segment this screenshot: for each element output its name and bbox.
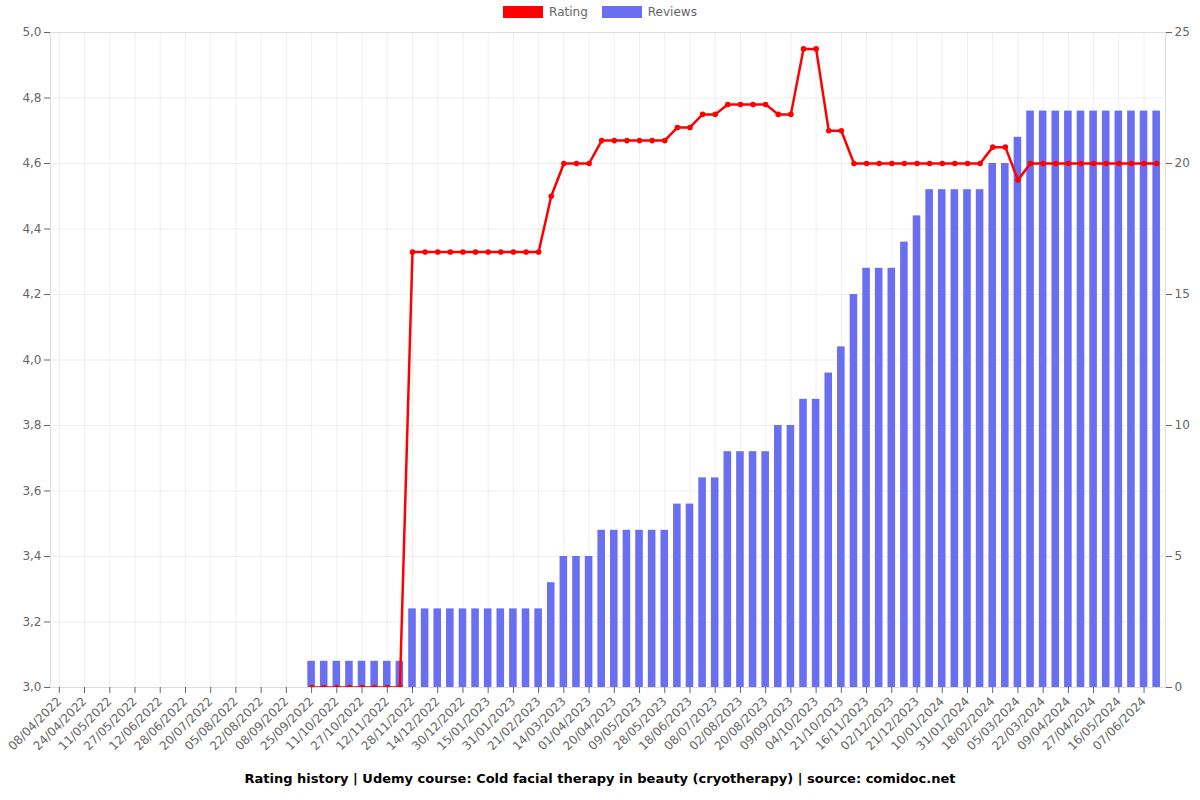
svg-text:08/04/2022: 08/04/2022 <box>5 694 65 754</box>
svg-text:30/12/2022: 30/12/2022 <box>409 694 468 754</box>
svg-text:04/10/2023: 04/10/2023 <box>762 694 821 754</box>
svg-text:21/10/2023: 21/10/2023 <box>787 694 847 754</box>
svg-text:15/01/2023: 15/01/2023 <box>434 694 493 754</box>
svg-text:4,8: 4,8 <box>22 91 41 105</box>
svg-text:11/10/2022: 11/10/2022 <box>282 694 342 754</box>
svg-text:0: 0 <box>1175 680 1183 694</box>
svg-text:3,4: 3,4 <box>22 549 41 563</box>
svg-text:14/12/2022: 14/12/2022 <box>383 694 443 754</box>
svg-text:25/09/2022: 25/09/2022 <box>257 694 317 754</box>
svg-text:09/05/2023: 09/05/2023 <box>585 694 645 754</box>
svg-text:02/12/2023: 02/12/2023 <box>837 694 897 754</box>
svg-text:31/01/2024: 31/01/2024 <box>913 694 973 754</box>
svg-text:5: 5 <box>1175 549 1183 563</box>
svg-text:14/03/2023: 14/03/2023 <box>509 694 569 754</box>
svg-text:05/03/2024: 05/03/2024 <box>964 694 1023 754</box>
svg-text:3,8: 3,8 <box>22 418 41 432</box>
svg-text:09/04/2024: 09/04/2024 <box>1014 694 1074 754</box>
svg-text:27/04/2024: 27/04/2024 <box>1039 694 1099 754</box>
svg-text:12/11/2022: 12/11/2022 <box>333 694 393 754</box>
svg-text:02/08/2023: 02/08/2023 <box>686 694 746 754</box>
svg-text:22/03/2024: 22/03/2024 <box>989 694 1048 754</box>
svg-text:05/08/2022: 05/08/2022 <box>181 694 241 754</box>
svg-text:10/01/2024: 10/01/2024 <box>888 694 948 754</box>
svg-text:01/04/2023: 01/04/2023 <box>535 694 594 754</box>
svg-text:3,0: 3,0 <box>22 680 41 694</box>
svg-text:18/06/2023: 18/06/2023 <box>636 694 695 754</box>
svg-text:5,0: 5,0 <box>22 25 41 39</box>
svg-text:21/12/2023: 21/12/2023 <box>863 694 922 754</box>
svg-text:27/10/2022: 27/10/2022 <box>308 694 367 754</box>
svg-text:28/05/2023: 28/05/2023 <box>610 694 670 754</box>
svg-text:12/06/2022: 12/06/2022 <box>106 694 166 754</box>
svg-text:10: 10 <box>1175 418 1190 432</box>
svg-text:4,6: 4,6 <box>22 156 41 170</box>
svg-text:16/05/2024: 16/05/2024 <box>1064 694 1124 754</box>
svg-text:09/09/2023: 09/09/2023 <box>736 694 796 754</box>
html-text:Rating history | Udemy course:: Rating history | Udemy course: Cold faci… <box>244 771 956 786</box>
svg-text:07/06/2024: 07/06/2024 <box>1090 694 1149 753</box>
svg-text:20/04/2023: 20/04/2023 <box>560 694 620 754</box>
svg-text:4,0: 4,0 <box>22 353 41 367</box>
svg-text:31/01/2023: 31/01/2023 <box>459 694 519 754</box>
svg-text:08/07/2023: 08/07/2023 <box>661 694 720 754</box>
svg-text:18/02/2024: 18/02/2024 <box>938 694 998 754</box>
svg-text:20/07/2022: 20/07/2022 <box>156 694 216 754</box>
svg-text:16/11/2023: 16/11/2023 <box>812 694 872 754</box>
svg-text:22/08/2022: 22/08/2022 <box>207 694 266 754</box>
svg-text:28/06/2022: 28/06/2022 <box>131 694 191 754</box>
svg-text:15: 15 <box>1175 287 1190 301</box>
html-text:Rating: Rating <box>549 5 588 19</box>
svg-text:21/02/2023: 21/02/2023 <box>484 694 544 754</box>
html-text:Reviews: Reviews <box>647 5 697 19</box>
svg-text:20/08/2023: 20/08/2023 <box>711 694 771 754</box>
svg-text:11/05/2022: 11/05/2022 <box>55 694 115 754</box>
svg-text:08/09/2022: 08/09/2022 <box>232 694 292 754</box>
svg-text:3,6: 3,6 <box>22 484 41 498</box>
svg-text:25: 25 <box>1175 25 1190 39</box>
svg-text:28/11/2022: 28/11/2022 <box>358 694 418 754</box>
svg-text:20: 20 <box>1175 156 1190 170</box>
svg-text:3,2: 3,2 <box>22 615 41 629</box>
svg-text:27/05/2022: 27/05/2022 <box>81 694 140 754</box>
svg-text:4,4: 4,4 <box>22 222 41 236</box>
svg-text:24/04/2022: 24/04/2022 <box>30 694 90 754</box>
svg-text:4,2: 4,2 <box>22 287 41 301</box>
